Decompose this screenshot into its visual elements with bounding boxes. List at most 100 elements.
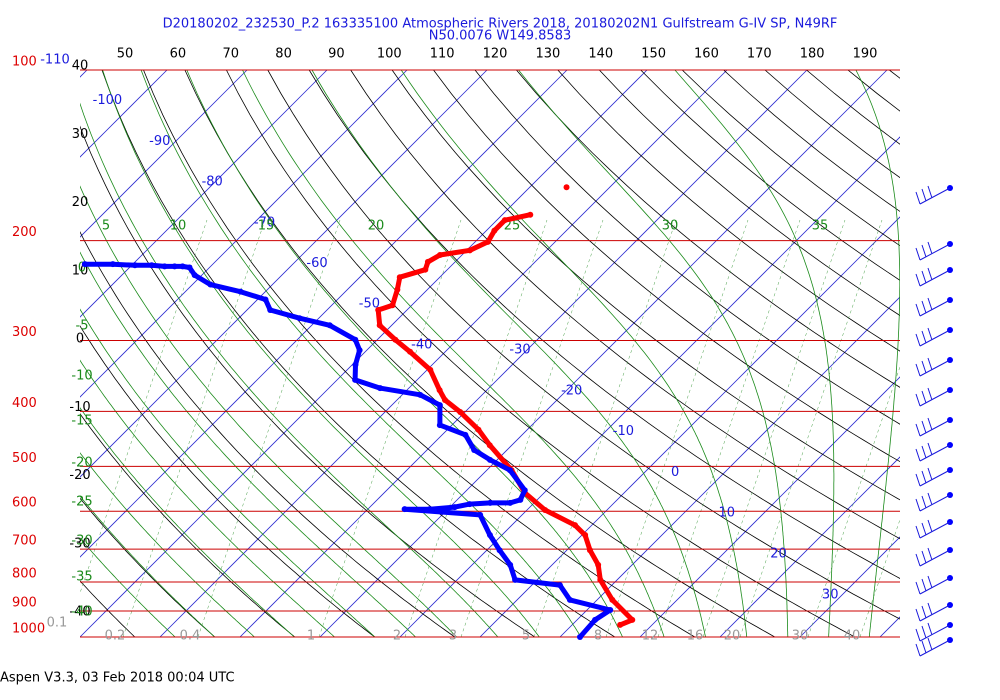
pressure-label: 500 [12, 451, 37, 466]
profile-point [457, 408, 464, 415]
isotherm-label: -20 [561, 383, 582, 398]
moist-label: -35 [71, 570, 92, 585]
mixing-ratio-label: 5 [522, 629, 530, 644]
isotherm [479, 216, 900, 637]
top-tick-label: 160 [694, 47, 719, 62]
moist-label: 15 [258, 219, 275, 234]
moist-adiabat [102, 70, 540, 637]
wind-barb [915, 575, 951, 595]
profile-point [436, 422, 443, 429]
mixing-ratio-line [739, 219, 883, 637]
isotherm-label: -90 [149, 134, 170, 149]
wind-barb [915, 442, 951, 462]
profile-point [486, 456, 493, 463]
top-tick-label: 190 [853, 47, 878, 62]
isotherm [80, 70, 88, 78]
wind-barb [915, 387, 951, 407]
moist-adiabat [517, 70, 789, 637]
profile-point [629, 616, 636, 623]
profile-point [572, 522, 579, 529]
profile-point [441, 397, 448, 404]
isotherm-label: -70 [254, 215, 275, 230]
mixing-ratio-line [533, 219, 677, 637]
profile-point [436, 252, 443, 259]
dry-adiabat [640, 70, 900, 281]
pressure-label: 700 [12, 534, 37, 549]
dry-adiabat [557, 70, 900, 352]
moist-adiabat [140, 70, 582, 637]
wind-barb [915, 297, 951, 317]
chart-subtitle: N50.0076 W149.8583 [429, 29, 572, 44]
profile-point [352, 376, 359, 383]
isotherm [80, 70, 648, 637]
profile-point [81, 261, 88, 268]
dry-adiabat [80, 580, 136, 637]
profile-point [542, 506, 549, 513]
top-tick-label: 170 [747, 47, 772, 62]
profile-point [617, 621, 624, 628]
isotherm [559, 296, 900, 637]
dry-adiabat [972, 70, 1000, 649]
profile-point [377, 385, 384, 392]
wind-barb [915, 622, 951, 642]
profile-point [109, 261, 116, 268]
profile-point [501, 217, 508, 224]
mixing-ratio-label: 0.1 [47, 616, 68, 631]
dry-adiabat [80, 413, 296, 637]
profile-point [507, 499, 514, 506]
isotherm [879, 616, 900, 637]
isotherm-label: -40 [411, 337, 432, 352]
mixing-ratio-line [657, 219, 801, 637]
profile-point [566, 596, 573, 603]
mixing-ratio-line [80, 219, 208, 594]
profile-point [475, 426, 482, 433]
profile-point [521, 487, 528, 494]
isotherm-label: -10 [613, 424, 634, 439]
profile-point [487, 499, 494, 506]
dry-adiabat [474, 70, 900, 425]
profile-point [609, 596, 616, 603]
moist-adiabat [80, 407, 296, 637]
pressure-label: 600 [12, 496, 37, 511]
isotherm [80, 70, 488, 478]
isotherm-label: -60 [306, 256, 327, 271]
profile-point [436, 402, 443, 409]
moist-label: 0 [78, 261, 86, 276]
isotherm [960, 70, 1000, 637]
top-tick-label: 90 [328, 47, 345, 62]
temp-label: 30 [72, 127, 89, 142]
profile-point [356, 347, 363, 354]
profile-point [352, 361, 359, 368]
profile-point [326, 322, 333, 329]
moist-label: 20 [368, 219, 385, 234]
isotherm-label: -110 [40, 53, 70, 68]
moist-label: -40 [71, 605, 92, 620]
profile-point [507, 561, 514, 568]
top-tick-label: 110 [430, 47, 455, 62]
profile-point [352, 336, 359, 343]
dry-adiabat [80, 231, 456, 637]
mixing-ratio-label: 8 [594, 629, 602, 644]
moist-adiabat [674, 70, 835, 637]
profile-point [582, 532, 589, 539]
dry-adiabat [806, 70, 900, 145]
mixing-ratio-line [605, 219, 749, 637]
top-tick-label: 120 [483, 47, 508, 62]
moist-adiabat [80, 452, 256, 637]
mixing-ratio-label: 30 [792, 629, 809, 644]
profile-line [82, 261, 613, 640]
pressure-label: 900 [12, 596, 37, 611]
profile-point [186, 264, 193, 271]
moist-adiabat [80, 308, 376, 637]
profile-point [556, 582, 563, 589]
wind-barb [915, 267, 951, 287]
moist-adiabat [855, 70, 900, 637]
profile-point [512, 576, 519, 583]
moist-label: -15 [71, 414, 92, 429]
moist-label: -10 [71, 369, 92, 384]
dry-adiabat [267, 70, 900, 620]
isotherm-label: -50 [359, 297, 380, 312]
moist-adiabat [80, 359, 336, 637]
wind-barb [915, 185, 951, 205]
profile-point [296, 315, 303, 322]
